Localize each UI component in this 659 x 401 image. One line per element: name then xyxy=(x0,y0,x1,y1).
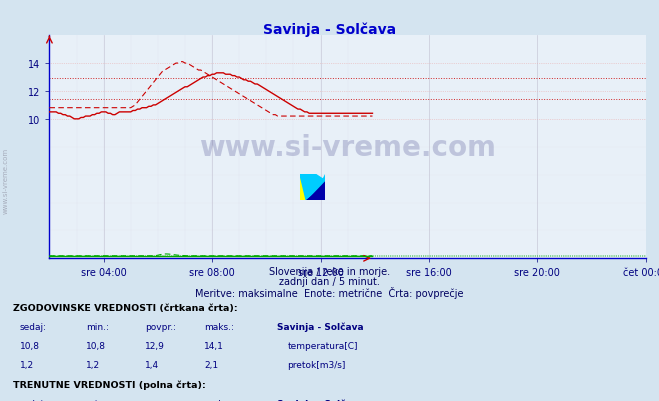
Text: 10,8: 10,8 xyxy=(86,341,105,350)
Text: Slovenija / reke in morje.: Slovenija / reke in morje. xyxy=(269,267,390,277)
Text: 14,1: 14,1 xyxy=(204,341,224,350)
Text: ZGODOVINSKE VREDNOSTI (črtkana črta):: ZGODOVINSKE VREDNOSTI (črtkana črta): xyxy=(13,303,238,312)
Text: zadnji dan / 5 minut.: zadnji dan / 5 minut. xyxy=(279,277,380,287)
Text: min.:: min.: xyxy=(86,399,109,401)
Polygon shape xyxy=(300,174,312,200)
Polygon shape xyxy=(306,181,325,200)
Text: 2,1: 2,1 xyxy=(204,360,218,369)
Text: TRENUTNE VREDNOSTI (polna črta):: TRENUTNE VREDNOSTI (polna črta): xyxy=(13,380,206,389)
Text: 1,2: 1,2 xyxy=(20,360,34,369)
Text: Savinja - Solčava: Savinja - Solčava xyxy=(277,322,363,332)
Text: maks.:: maks.: xyxy=(204,399,234,401)
Text: maks.:: maks.: xyxy=(204,322,234,331)
Text: www.si-vreme.com: www.si-vreme.com xyxy=(199,134,496,161)
Text: www.si-vreme.com: www.si-vreme.com xyxy=(2,148,9,213)
Text: 12,9: 12,9 xyxy=(145,341,165,350)
Text: Meritve: maksimalne  Enote: metrične  Črta: povprečje: Meritve: maksimalne Enote: metrične Črta… xyxy=(195,287,464,299)
Text: temperatura[C]: temperatura[C] xyxy=(287,341,358,350)
Text: 1,4: 1,4 xyxy=(145,360,159,369)
Polygon shape xyxy=(312,174,325,200)
Text: sedaj:: sedaj: xyxy=(20,322,47,331)
Text: pretok[m3/s]: pretok[m3/s] xyxy=(287,360,346,369)
Polygon shape xyxy=(306,194,315,200)
Text: 1,2: 1,2 xyxy=(86,360,100,369)
Polygon shape xyxy=(300,174,325,200)
Text: Savinja - Solčava: Savinja - Solčava xyxy=(277,399,363,401)
Text: sedaj:: sedaj: xyxy=(20,399,47,401)
Text: min.:: min.: xyxy=(86,322,109,331)
Text: 10,8: 10,8 xyxy=(20,341,40,350)
Text: povpr.:: povpr.: xyxy=(145,399,176,401)
Text: povpr.:: povpr.: xyxy=(145,322,176,331)
Text: Savinja - Solčava: Savinja - Solčava xyxy=(263,22,396,36)
